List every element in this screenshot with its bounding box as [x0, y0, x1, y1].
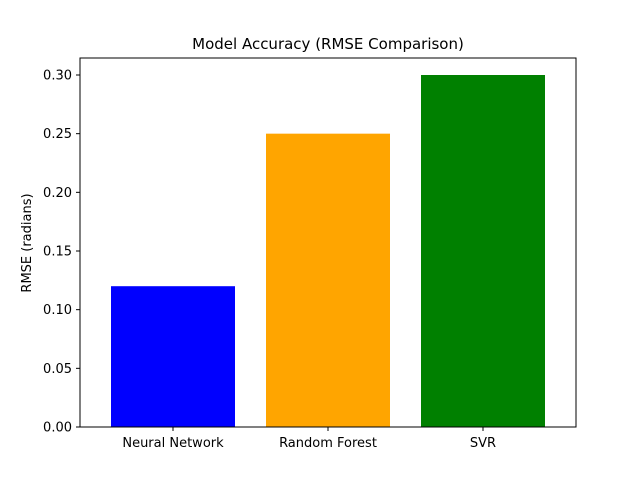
- bar-svr: [421, 75, 545, 427]
- chart-title: Model Accuracy (RMSE Comparison): [192, 35, 464, 53]
- x-tick-label: SVR: [470, 436, 496, 451]
- x-tick-label: Neural Network: [122, 436, 224, 451]
- y-tick-label: 0.15: [43, 245, 72, 260]
- y-tick-label: 0.00: [43, 421, 72, 436]
- y-tick-label: 0.05: [43, 362, 72, 377]
- plot-frame: [79, 57, 577, 428]
- y-axis-label: RMSE (radians): [20, 193, 35, 292]
- y-tick-label: 0.30: [43, 69, 72, 84]
- y-tick-label: 0.20: [43, 186, 72, 201]
- bar-neural-network: [111, 286, 235, 427]
- bars-group: [111, 75, 545, 427]
- y-tick-label: 0.25: [43, 127, 72, 142]
- y-tick-label: 0.10: [43, 303, 72, 318]
- x-tick-label: Random Forest: [279, 436, 377, 451]
- x-ticks-group: Neural Network Random Forest SVR: [122, 427, 496, 451]
- bar-random-forest: [266, 133, 390, 427]
- y-ticks-group: 0.00 0.05 0.10 0.15 0.20 0.25 0.30: [43, 69, 80, 436]
